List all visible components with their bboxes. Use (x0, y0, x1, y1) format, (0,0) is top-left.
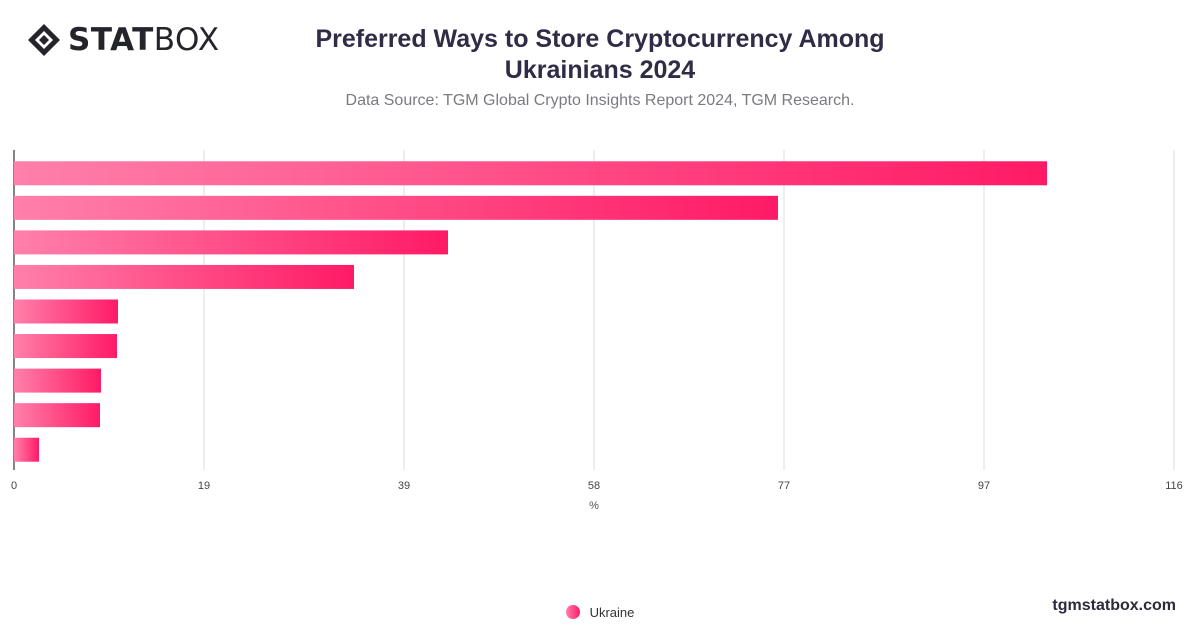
x-tick-label: 19 (198, 480, 210, 492)
chart-title: Preferred Ways to Store Cryptocurrency A… (315, 25, 885, 84)
bar[interactable] (14, 299, 118, 324)
legend: Ukraine (0, 602, 1200, 622)
bar[interactable] (14, 161, 1047, 186)
site-url: tgmstatbox.com (1052, 597, 1176, 614)
legend-swatch-ukraine (565, 605, 580, 619)
x-tick-label: 0 (11, 480, 17, 492)
x-tick-label: 97 (978, 480, 990, 492)
bar[interactable] (14, 368, 101, 393)
bar[interactable] (14, 230, 448, 255)
x-tick-label: 116 (1165, 480, 1183, 492)
x-axis-label: % (589, 500, 599, 512)
bar-chart: 0 19 39 58 77 97 116 % (11, 150, 1183, 512)
bar[interactable] (14, 195, 778, 220)
statbox-logo: STATBOX (26, 22, 220, 58)
bar[interactable] (14, 334, 117, 359)
diamond-logo-icon (28, 24, 60, 56)
bar[interactable] (14, 437, 39, 462)
bar[interactable] (14, 403, 100, 428)
x-tick-label: 77 (778, 480, 790, 492)
bar[interactable] (14, 264, 354, 289)
chart-subtitle: Data Source: TGM Global Crypto Insights … (345, 92, 855, 109)
legend-label-ukraine: Ukraine (589, 604, 635, 620)
bars (14, 161, 1047, 462)
x-tick-label: 39 (398, 480, 410, 492)
x-tick-label: 58 (588, 480, 600, 492)
logo-wordmark: STATBOX (68, 22, 220, 58)
x-tick-labels: 0 19 39 58 77 97 116 (11, 480, 1183, 492)
